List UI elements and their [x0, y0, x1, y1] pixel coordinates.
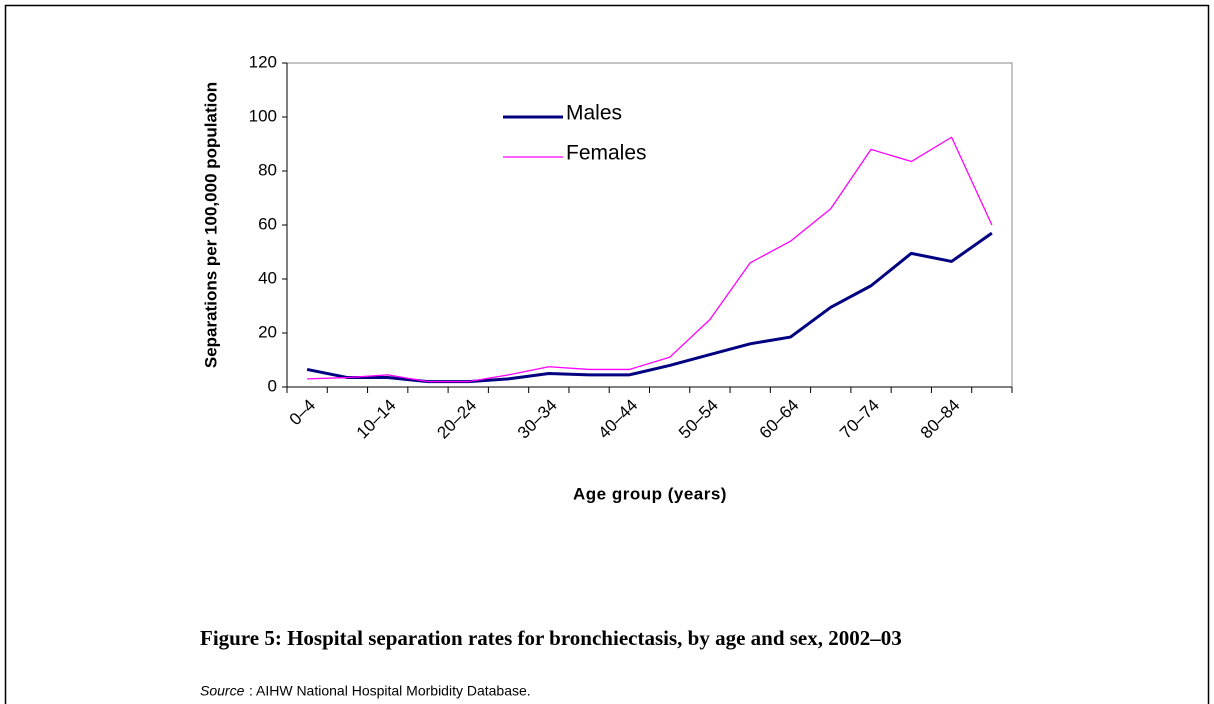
y-tick-label: 0 — [268, 376, 277, 395]
page-border — [4, 4, 1210, 704]
y-tick-label: 120 — [249, 52, 277, 71]
x-tick-label: 50–54 — [675, 396, 722, 443]
legend-label: Females — [566, 142, 647, 165]
y-tick-label: 20 — [258, 322, 277, 341]
y-axis-title: Separations per 100,000 population — [201, 82, 220, 368]
y-tick-label: 100 — [249, 106, 277, 125]
x-tick-label: 30–34 — [514, 396, 561, 443]
source-label: Source — [200, 683, 245, 699]
x-tick-label: 60–64 — [756, 396, 803, 443]
plot-area — [286, 62, 1013, 388]
x-tick-label: 40–44 — [594, 396, 641, 443]
y-tick-label: 80 — [258, 160, 277, 179]
series-line — [306, 231, 993, 384]
x-tick-label: 20–24 — [433, 396, 480, 443]
figure-caption: Figure 5: Hospital separation rates for … — [200, 626, 902, 650]
x-tick-label: 0–4 — [286, 396, 319, 429]
x-tick-label: 70–74 — [836, 396, 883, 443]
series-line — [307, 136, 993, 383]
x-tick-label: 80–84 — [917, 396, 964, 443]
source-text: : AIHW National Hospital Morbidity Datab… — [249, 683, 531, 699]
x-tick-label: 10–14 — [353, 396, 400, 443]
legend-label: Males — [566, 102, 622, 125]
y-tick-label: 40 — [258, 268, 277, 287]
y-tick-label: 60 — [258, 214, 277, 233]
x-axis-title: Age group (years) — [573, 484, 727, 503]
